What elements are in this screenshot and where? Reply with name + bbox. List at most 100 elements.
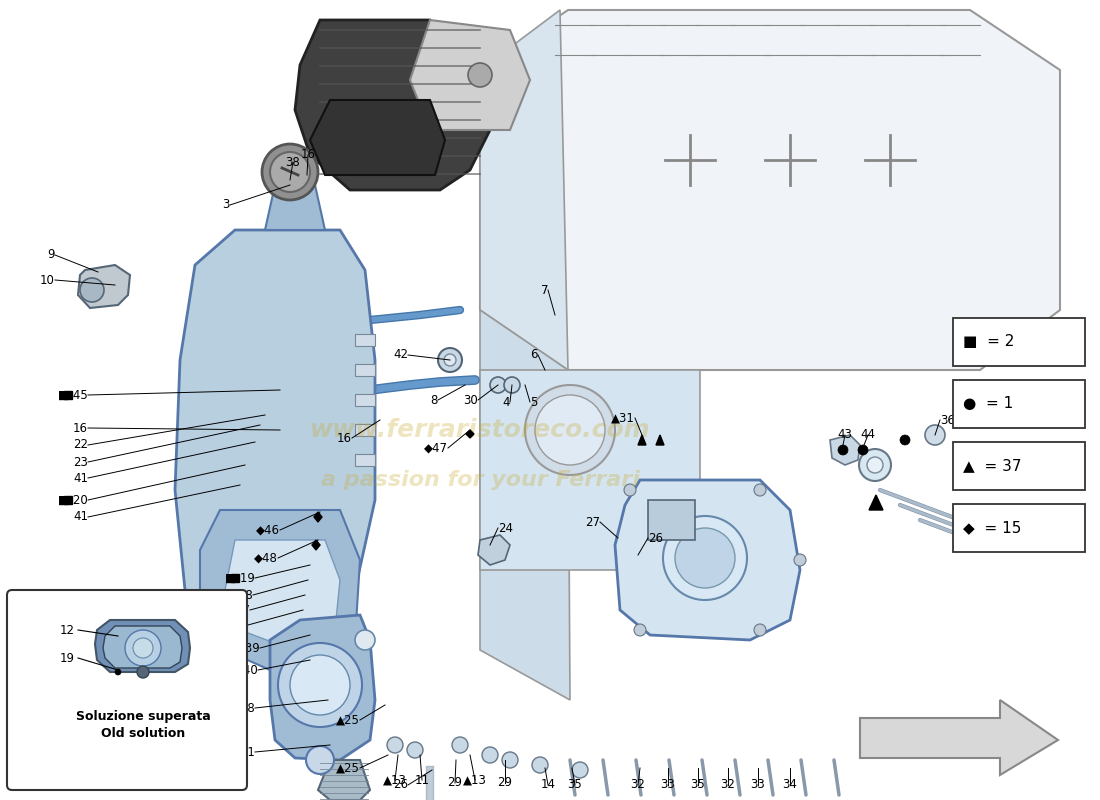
Text: ●  = 1: ● = 1 [962, 397, 1013, 411]
Circle shape [867, 457, 883, 473]
Text: ■ 40: ■ 40 [229, 663, 258, 677]
Circle shape [675, 528, 735, 588]
Text: ▲25: ▲25 [337, 714, 360, 726]
Circle shape [138, 666, 148, 678]
Polygon shape [265, 185, 324, 230]
Text: ■ 17: ■ 17 [220, 603, 250, 617]
Bar [231, 574, 239, 582]
Polygon shape [314, 512, 322, 522]
Text: 9: 9 [47, 249, 55, 262]
Polygon shape [480, 10, 1060, 370]
Polygon shape [860, 700, 1058, 775]
Bar [355, 364, 375, 376]
Text: 44: 44 [860, 429, 876, 442]
Circle shape [794, 554, 806, 566]
Circle shape [125, 630, 161, 666]
Text: 35: 35 [691, 778, 705, 791]
Polygon shape [103, 626, 182, 668]
Text: 3: 3 [222, 198, 230, 211]
Text: ▲25: ▲25 [337, 762, 360, 774]
Circle shape [624, 484, 636, 496]
Text: ◆48: ◆48 [254, 551, 278, 565]
Text: 41: 41 [73, 510, 88, 523]
Circle shape [452, 737, 468, 753]
Circle shape [634, 624, 646, 636]
FancyBboxPatch shape [953, 318, 1085, 366]
Text: 7: 7 [540, 283, 548, 297]
Text: 33: 33 [750, 778, 766, 791]
Circle shape [438, 348, 462, 372]
Text: ■ 20: ■ 20 [58, 494, 88, 506]
Polygon shape [480, 310, 570, 700]
Text: ▲  = 37: ▲ = 37 [962, 458, 1022, 474]
Text: 14: 14 [540, 778, 556, 791]
Text: 33: 33 [661, 778, 675, 791]
Text: 5: 5 [530, 395, 538, 409]
Circle shape [482, 747, 498, 763]
Text: 42: 42 [393, 349, 408, 362]
Polygon shape [615, 480, 800, 640]
Text: 32: 32 [720, 778, 736, 791]
Bar [234, 644, 242, 652]
Circle shape [407, 742, 424, 758]
Polygon shape [638, 435, 646, 445]
Text: 29: 29 [497, 777, 513, 790]
Polygon shape [656, 435, 664, 445]
Polygon shape [478, 535, 510, 565]
Text: 26: 26 [393, 778, 408, 791]
Text: 41: 41 [73, 471, 88, 485]
FancyBboxPatch shape [953, 504, 1085, 552]
Text: 30: 30 [463, 394, 478, 406]
Text: 36: 36 [940, 414, 955, 426]
Circle shape [925, 425, 945, 445]
Text: 4: 4 [503, 395, 510, 409]
Text: ▲13: ▲13 [383, 774, 407, 786]
Text: 12: 12 [60, 623, 75, 637]
Circle shape [525, 385, 615, 475]
Bar [231, 591, 239, 599]
Bar [64, 496, 72, 504]
Bar [234, 704, 242, 712]
Text: 43: 43 [837, 429, 852, 442]
Circle shape [355, 630, 375, 650]
Circle shape [262, 144, 318, 200]
Bar [234, 748, 242, 756]
Bar [231, 606, 239, 614]
Polygon shape [869, 495, 883, 510]
Text: 29: 29 [448, 777, 462, 790]
Text: 16: 16 [337, 431, 352, 445]
Text: www.ferraristoreco.com: www.ferraristoreco.com [310, 418, 650, 442]
Polygon shape [648, 500, 695, 540]
Circle shape [754, 484, 766, 496]
Text: 26: 26 [648, 531, 663, 545]
Text: ■ 19: ■ 19 [226, 571, 255, 585]
Circle shape [490, 377, 506, 393]
Circle shape [838, 445, 848, 455]
Text: ■ 12: ■ 12 [218, 618, 248, 631]
Circle shape [290, 655, 350, 715]
Polygon shape [480, 10, 568, 370]
Circle shape [133, 638, 153, 658]
Text: 35: 35 [968, 509, 982, 522]
Text: ■  = 2: ■ = 2 [962, 334, 1014, 350]
Text: Soluzione superata
Old solution: Soluzione superata Old solution [76, 710, 210, 740]
Circle shape [535, 395, 605, 465]
Bar [64, 391, 72, 399]
Polygon shape [175, 230, 375, 660]
Text: ■ 39: ■ 39 [230, 642, 260, 654]
Text: 10: 10 [40, 274, 55, 286]
Circle shape [468, 63, 492, 87]
Polygon shape [410, 20, 530, 130]
Text: 34: 34 [782, 778, 797, 791]
Polygon shape [310, 100, 446, 175]
Bar [234, 666, 242, 674]
Text: ▲31: ▲31 [612, 411, 635, 425]
Text: ◆47: ◆47 [424, 442, 448, 454]
Circle shape [859, 449, 891, 481]
Polygon shape [78, 265, 130, 308]
Polygon shape [830, 435, 860, 465]
Text: ◆46: ◆46 [256, 523, 280, 537]
Polygon shape [95, 620, 190, 672]
Text: 24: 24 [498, 522, 513, 534]
Text: 16: 16 [73, 422, 88, 434]
